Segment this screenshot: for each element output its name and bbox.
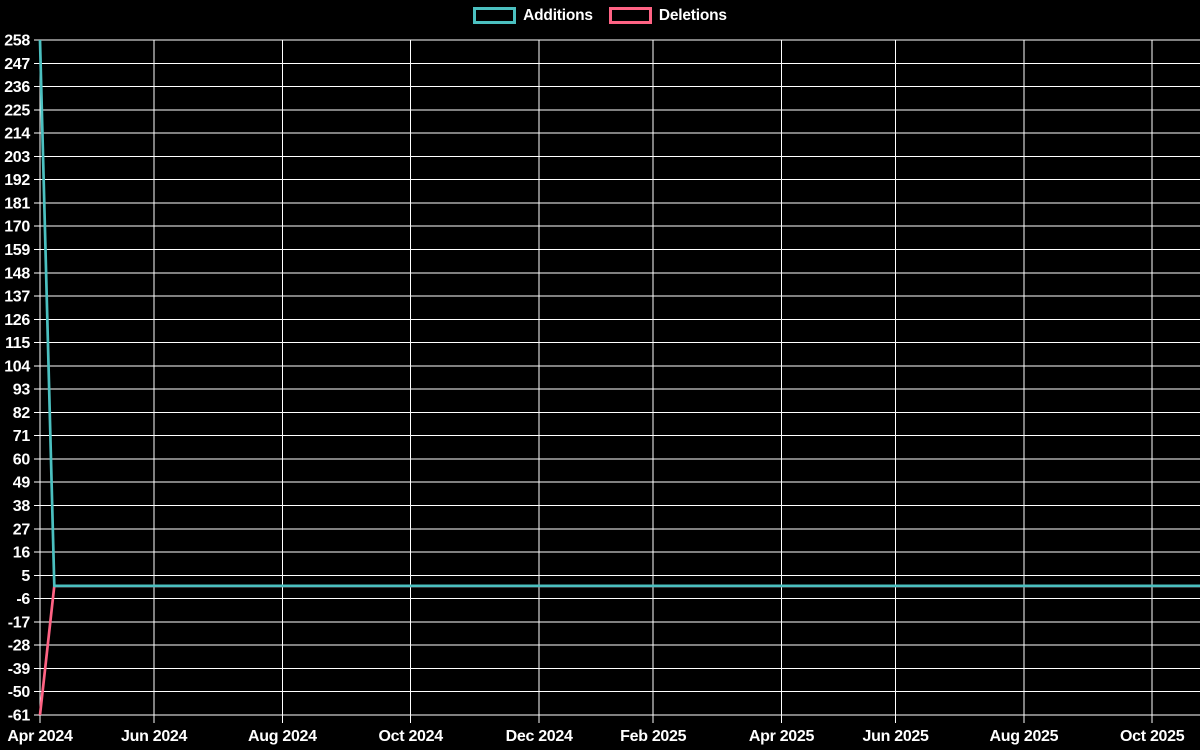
y-axis-tick-label: 137 xyxy=(4,289,30,306)
y-axis-tick-label: 60 xyxy=(13,452,31,469)
y-axis-tick-label: 71 xyxy=(13,428,31,445)
y-axis-tick-label: 236 xyxy=(4,79,30,96)
x-axis-tick-label: Aug 2025 xyxy=(990,728,1059,745)
x-axis-tick-label: Oct 2024 xyxy=(379,728,444,745)
y-axis-tick-label: 148 xyxy=(4,265,30,282)
x-axis-tick-label: Dec 2024 xyxy=(506,728,573,745)
y-axis-tick-label: 159 xyxy=(4,242,30,259)
y-axis-tick-label: 126 xyxy=(4,312,30,329)
y-axis-tick-label: 192 xyxy=(4,172,30,189)
additions-line xyxy=(38,39,1200,588)
y-axis-tick-label: 49 xyxy=(13,475,31,492)
x-axis-tick-label: Jun 2025 xyxy=(863,728,929,745)
y-axis-tick-label: 258 xyxy=(4,33,30,50)
y-axis-tick-label: 247 xyxy=(4,56,30,73)
y-axis-tick-label: 16 xyxy=(13,545,31,562)
y-axis-tick-label: 27 xyxy=(13,521,31,538)
legend-item-additions[interactable]: Additions xyxy=(473,7,593,24)
y-axis-tick-label: -50 xyxy=(8,684,31,701)
y-axis-tick-label: 214 xyxy=(4,126,30,143)
deletions-swatch-icon xyxy=(608,7,652,24)
y-axis-tick-label: 38 xyxy=(13,498,31,515)
x-axis-tick-label: Jun 2024 xyxy=(121,728,187,745)
x-axis-tick-label: Oct 2025 xyxy=(1120,728,1185,745)
y-axis-tick-label: 225 xyxy=(4,102,30,119)
x-axis-tick-label: Aug 2024 xyxy=(248,728,317,745)
y-axis-tick-label: 5 xyxy=(21,568,30,585)
y-axis-tick-label: 82 xyxy=(13,405,31,422)
x-axis-tick-label: Apr 2025 xyxy=(749,728,815,745)
x-axis-tick-label: Apr 2024 xyxy=(7,728,73,745)
y-axis-tick-label: 170 xyxy=(4,219,30,236)
y-axis-tick-label: -61 xyxy=(8,708,31,725)
y-axis-tick-label: -6 xyxy=(16,591,30,608)
y-axis-tick-label: 104 xyxy=(4,358,30,375)
chart-legend: Additions Deletions xyxy=(0,7,1200,24)
x-axis-tick-label: Feb 2025 xyxy=(620,728,686,745)
legend-label-deletions: Deletions xyxy=(658,7,727,24)
legend-item-deletions[interactable]: Deletions xyxy=(608,7,727,24)
y-axis-tick-label: 181 xyxy=(4,195,30,212)
y-axis-tick-label: -39 xyxy=(8,661,31,678)
deletions-line xyxy=(38,584,1200,716)
y-axis-tick-label: -28 xyxy=(8,638,31,655)
y-axis-tick-label: 93 xyxy=(13,382,31,399)
y-axis-tick-label: 115 xyxy=(5,335,30,352)
y-axis-tick-label: -17 xyxy=(8,614,31,631)
additions-swatch-icon xyxy=(473,7,517,24)
legend-label-additions: Additions xyxy=(523,7,593,24)
y-axis-tick-label: 203 xyxy=(4,149,30,166)
